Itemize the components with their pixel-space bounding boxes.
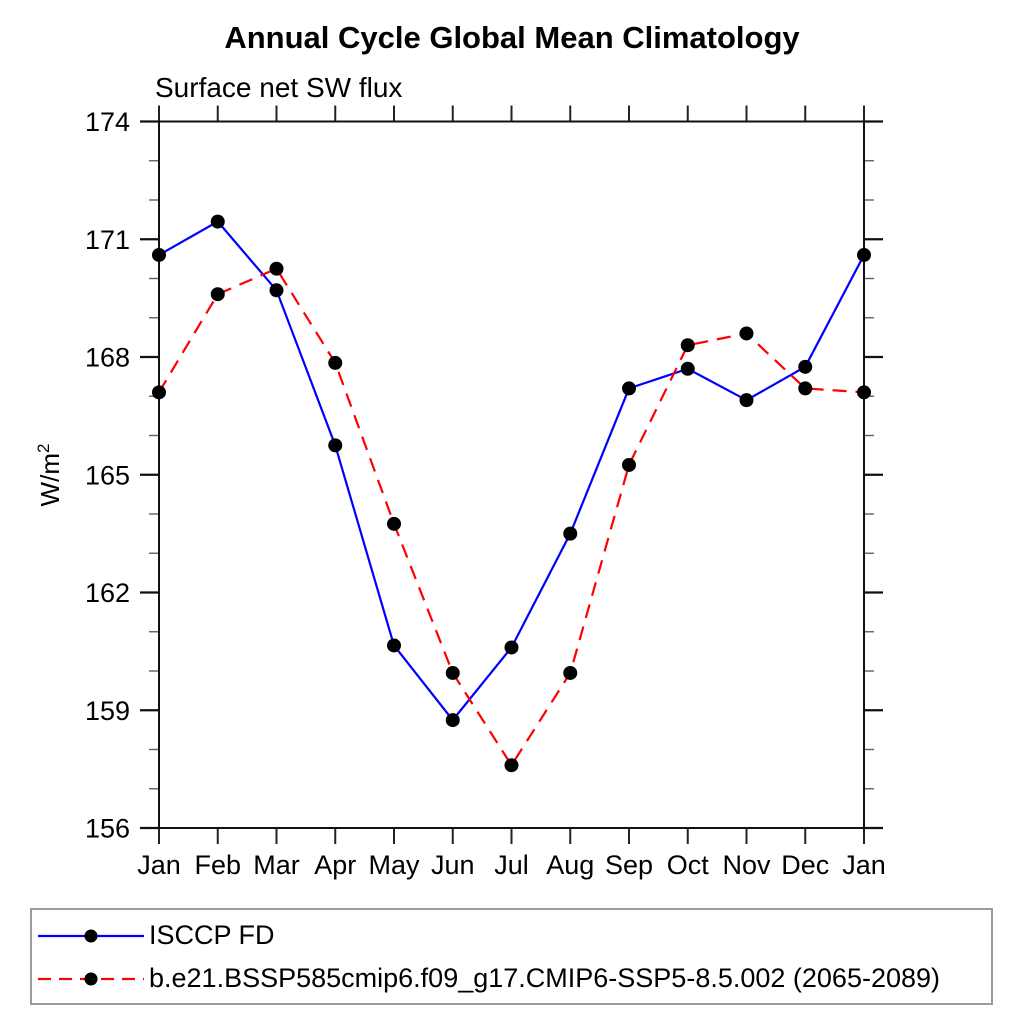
x-tick-label: Jul [494,850,529,880]
data-point-marker [328,355,343,370]
x-tick-label: Nov [722,850,771,880]
data-point-marker [622,381,636,396]
data-point-marker [210,214,225,229]
x-tick-label: Oct [667,850,710,880]
data-point-marker [798,381,813,396]
data-point-marker [269,283,284,298]
legend-box: ISCCP FD b.e21.BSSP585cmip6.f09_g17.CMIP… [30,908,993,1005]
data-point-marker [387,638,401,653]
y-tick-label: 171 [85,225,130,255]
x-tick-label: May [368,850,420,880]
chart-title: Annual Cycle Global Mean Climatology [224,20,800,55]
data-point-marker [798,359,813,374]
data-point-marker [857,247,871,262]
y-tick-label: 162 [85,578,130,608]
x-tick-label: Feb [194,850,241,880]
legend-label-model: b.e21.BSSP585cmip6.f09_g17.CMIP6-SSP5-8.… [149,963,941,993]
legend-solid-line-icon [38,929,144,942]
data-point-marker [504,758,519,773]
data-point-marker [152,247,166,262]
y-tick-label: 174 [85,107,130,137]
legend-item-model: b.e21.BSSP585cmip6.f09_g17.CMIP6-SSP5-8.… [36,957,991,1000]
data-point-marker [504,640,519,655]
x-tick-label: Mar [253,850,300,880]
legend-item-isccp: ISCCP FD [36,914,991,957]
data-point-marker [739,326,754,341]
data-point-marker [387,516,401,531]
x-tick-label: Jun [431,850,475,880]
legend-dashed-line-icon [38,972,144,985]
y-tick-label: 156 [85,814,130,844]
x-tick-label: Apr [314,850,356,880]
data-point-marker [680,338,695,353]
data-point-marker [445,713,460,728]
data-point-marker [210,287,225,302]
data-point-marker [563,665,578,680]
x-tick-label: Dec [781,850,829,880]
plot-frame [158,120,865,829]
data-point-marker [857,385,871,400]
data-point-marker [563,526,578,541]
y-tick-label: 168 [85,343,130,373]
legend-label-isccp: ISCCP FD [149,920,275,950]
data-point-marker [445,665,460,680]
y-tick-label: 159 [85,696,130,726]
x-tick-label: Sep [605,850,653,880]
x-tick-label: Jan [137,850,181,880]
chart-subtitle: Surface net SW flux [155,72,403,103]
data-point-marker [622,457,636,472]
data-point-marker [152,385,166,400]
data-point-marker [680,361,695,376]
x-tick-label: Aug [546,850,594,880]
y-tick-label: 165 [85,460,130,490]
data-point-marker [739,393,754,408]
data-point-marker [269,261,284,276]
series-line-model [158,267,865,768]
data-point-marker [328,438,343,453]
x-tick-label: Jan [842,850,886,880]
